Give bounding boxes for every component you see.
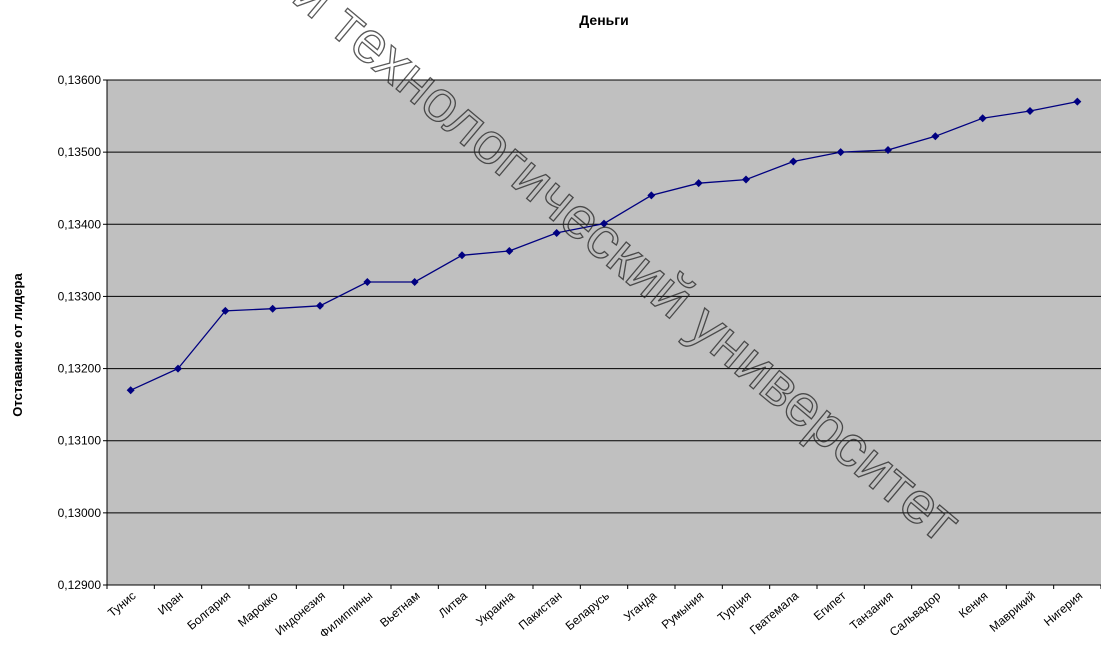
y-tick-label: 0,13600 xyxy=(58,73,102,87)
y-tick-label: 0,13100 xyxy=(58,434,102,448)
data-point xyxy=(1026,107,1034,116)
x-tick-label: Египет xyxy=(811,588,849,623)
data-point xyxy=(884,145,892,154)
y-tick-label: 0,13000 xyxy=(58,506,102,520)
data-point xyxy=(363,278,372,286)
y-tick-label: 0,13300 xyxy=(58,289,102,303)
y-axis-label: Отставание от лидера xyxy=(10,273,25,417)
data-point xyxy=(505,246,514,255)
data-point xyxy=(410,278,419,286)
data-point xyxy=(316,301,324,310)
x-tick-label: Маврикий xyxy=(987,589,1038,635)
data-point xyxy=(268,304,277,313)
y-tick-label: 0,13500 xyxy=(58,145,102,159)
x-tick-label: Нигерия xyxy=(1041,589,1085,629)
data-point xyxy=(931,132,940,141)
y-tick-label: 0,12900 xyxy=(58,578,102,592)
chart-title: Деньги xyxy=(579,12,628,28)
x-tick-label: Болгария xyxy=(184,589,233,633)
x-tick-label: Пакистан xyxy=(516,589,565,633)
x-tick-label: Марокко xyxy=(235,588,281,629)
data-point xyxy=(600,219,608,228)
x-tick-label: Уганда xyxy=(621,588,659,623)
x-tick-label: Румыния xyxy=(659,589,707,632)
x-tick-label: Турция xyxy=(715,589,754,625)
data-point xyxy=(126,386,135,395)
data-markers xyxy=(126,97,1082,395)
x-tick-label: Тунис xyxy=(105,589,139,620)
plot-area xyxy=(107,80,1101,585)
data-point xyxy=(1073,97,1082,106)
y-tick-label: 0,13400 xyxy=(58,217,102,231)
x-tick-label: Вьетнам xyxy=(377,589,422,630)
data-point xyxy=(694,179,703,188)
data-point xyxy=(742,175,750,184)
x-tick-label: Литва xyxy=(436,588,471,620)
y-tick-label: 0,13200 xyxy=(58,362,102,376)
y-axis-ticks: 0,12900 0,13000 0,13100 0,13200 0,13300 0,134… xyxy=(58,73,107,592)
data-point xyxy=(836,148,845,157)
x-tick-label: Иран xyxy=(155,589,186,618)
data-point xyxy=(174,364,182,373)
data-point xyxy=(458,251,466,260)
data-point xyxy=(789,157,798,166)
x-tick-label: Беларусь xyxy=(563,589,612,633)
x-tick-label: Филиппины xyxy=(317,589,375,641)
data-point xyxy=(221,306,230,315)
data-point xyxy=(978,114,987,123)
grid-lines xyxy=(106,79,1101,586)
x-tick-label: Сальвадор xyxy=(887,588,944,639)
x-tick-label: Украина xyxy=(473,588,517,628)
x-tick-label: Гватемала xyxy=(747,588,802,637)
data-point xyxy=(552,228,561,237)
x-tick-label: Кения xyxy=(956,589,991,621)
data-point xyxy=(647,191,656,200)
